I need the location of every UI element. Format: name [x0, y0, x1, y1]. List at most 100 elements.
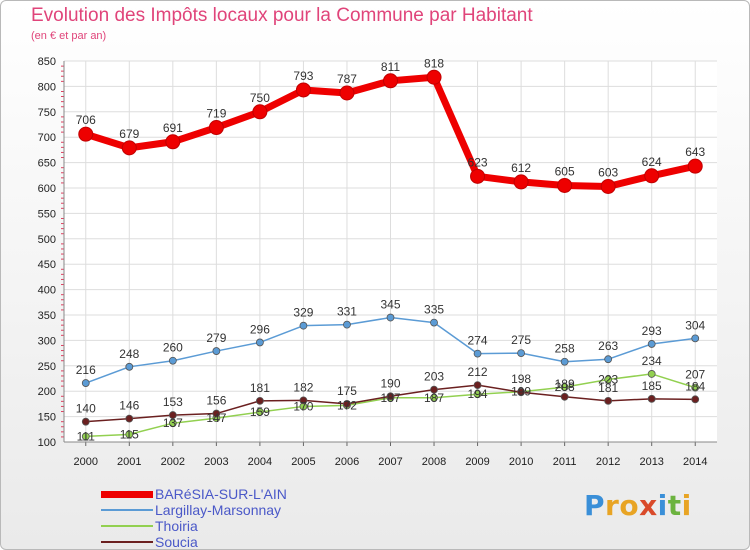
data-label: 115	[120, 427, 139, 441]
data-point	[299, 396, 308, 405]
data-label: 181	[250, 381, 270, 395]
y-tick-label: 100	[38, 437, 56, 449]
data-point	[168, 419, 177, 428]
chart-subtitle: (en € et par an)	[31, 30, 107, 42]
data-point	[125, 414, 134, 423]
data-label: 156	[206, 394, 226, 408]
data-point	[339, 85, 355, 101]
data-point	[165, 134, 181, 150]
data-point	[600, 178, 616, 194]
x-tick-label: 2009	[465, 456, 489, 468]
series-layer	[78, 69, 703, 441]
legend-item: Soucia	[101, 534, 361, 550]
legend-swatch	[101, 490, 153, 498]
data-point	[125, 430, 134, 439]
data-label: 296	[250, 322, 270, 336]
y-tick-label: 700	[38, 132, 56, 144]
legend-swatch	[101, 541, 153, 543]
data-label: 329	[293, 306, 313, 320]
data-point	[81, 432, 90, 441]
data-label: 187	[424, 391, 444, 405]
data-label: 248	[119, 347, 139, 361]
y-tick-label: 600	[38, 183, 56, 195]
y-tick-label: 400	[38, 285, 56, 297]
x-tick-label: 2004	[248, 456, 272, 468]
x-tick-label: 2001	[117, 456, 141, 468]
y-tick-label: 550	[38, 208, 56, 220]
data-point	[604, 355, 613, 364]
data-point	[644, 168, 660, 184]
data-label: 146	[119, 399, 139, 413]
data-point	[473, 390, 482, 399]
data-point	[386, 313, 395, 322]
data-point	[560, 392, 569, 401]
data-label: 203	[424, 370, 444, 384]
data-label: 787	[337, 72, 357, 86]
data-label: 190	[380, 376, 400, 390]
data-label: 605	[555, 164, 575, 178]
data-point	[252, 104, 268, 120]
data-label: 818	[424, 56, 444, 70]
y-tick-label: 350	[38, 310, 56, 322]
data-label: 170	[293, 399, 313, 413]
data-point	[81, 379, 90, 387]
x-tick-label: 2008	[422, 456, 446, 468]
data-label: 189	[555, 377, 575, 391]
legend-swatch	[101, 509, 153, 511]
data-point	[343, 399, 351, 408]
data-point	[255, 396, 264, 405]
data-label: 185	[642, 379, 662, 393]
data-labels: 706 679 691 719 750 793 787 811 818 623 612 605 603 6…	[76, 56, 706, 443]
data-point	[78, 126, 94, 142]
data-point	[517, 349, 525, 358]
y-tick-label: 800	[38, 81, 56, 93]
logo-letter: r	[605, 489, 620, 522]
data-point	[560, 357, 569, 366]
x-tick-label: 2000	[74, 456, 98, 468]
logo-letter: i	[681, 489, 692, 522]
y-tick-label: 250	[38, 361, 56, 373]
data-label: 706	[76, 113, 96, 127]
data-point	[168, 411, 177, 419]
data-point	[430, 393, 438, 402]
logo-letter: i	[657, 489, 668, 522]
data-label: 643	[685, 145, 705, 159]
data-label: 153	[163, 395, 183, 409]
x-tick-label: 2003	[204, 456, 228, 468]
data-label: 182	[293, 380, 313, 394]
data-label: 199	[511, 385, 531, 399]
data-point	[383, 73, 398, 89]
data-label: 223	[598, 373, 618, 387]
data-label: 274	[468, 334, 488, 348]
data-point	[560, 383, 569, 392]
data-point	[691, 334, 700, 343]
data-label: 603	[598, 165, 618, 179]
x-tick-label: 2012	[596, 456, 620, 468]
data-point	[473, 349, 482, 358]
data-point	[430, 385, 438, 394]
data-label: 198	[511, 372, 531, 386]
x-tick-label: 2014	[683, 456, 707, 468]
data-point	[647, 370, 656, 378]
y-tick-label: 300	[38, 335, 56, 347]
x-tick-label: 2002	[161, 456, 185, 468]
data-point	[691, 383, 700, 392]
data-point	[212, 409, 221, 418]
legend-label: Soucia	[155, 534, 198, 550]
chart-title: Evolution des Impôts locaux pour la Comm…	[31, 5, 533, 26]
proxiti-logo: Proxiti	[584, 489, 692, 522]
axes: 100 150 200 250 300 350 400 450 500 550 600 650 700 7…	[38, 56, 717, 468]
data-label: 345	[380, 298, 400, 312]
logo-letter: o	[619, 489, 640, 522]
data-label: 279	[206, 331, 226, 345]
data-point	[604, 375, 613, 384]
data-point	[208, 120, 224, 136]
data-label: 293	[642, 324, 662, 338]
data-point	[517, 388, 525, 397]
data-label: 172	[337, 398, 357, 412]
data-point	[604, 396, 613, 405]
data-point	[81, 417, 90, 426]
data-label: 159	[250, 405, 270, 419]
